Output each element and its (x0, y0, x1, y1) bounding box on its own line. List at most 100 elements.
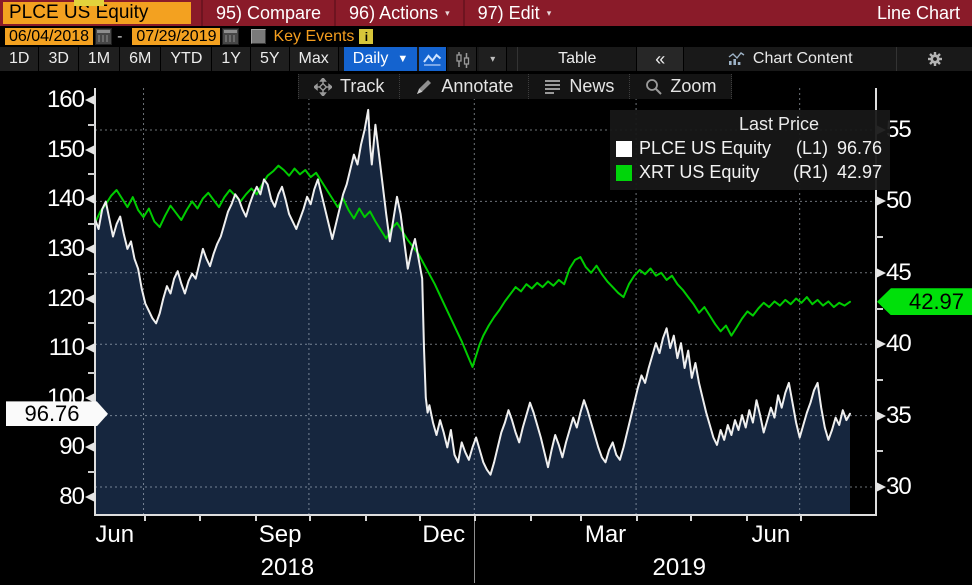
chart-content-label: Chart Content (752, 50, 853, 67)
news-button[interactable]: News (528, 74, 630, 99)
right-axis-tick (876, 482, 886, 492)
period-button-5y[interactable]: 5Y (250, 47, 290, 71)
menu-edit[interactable]: 97) Edit ▾ (462, 0, 565, 26)
series-name: XRT US Equity (639, 162, 760, 182)
x-axis-year-2018: 2018 (260, 554, 315, 581)
settings-button[interactable] (896, 47, 972, 71)
x-axis-year-2019: 2019 (652, 554, 706, 581)
candlestick-chart-type-button[interactable] (449, 47, 478, 71)
x-axis-month-tick (530, 515, 533, 521)
left-axis-minor-tick (88, 223, 95, 226)
menu-actions[interactable]: 96) Actions ▾ (334, 0, 463, 26)
line-chart-type-button[interactable] (419, 47, 448, 71)
frequency-dropdown[interactable]: Daily ▼ (343, 47, 418, 71)
period-buttons: 1D 3D 1M 6M YTD 1Y 5Y Max (0, 47, 339, 71)
chevron-down-icon: ▼ (397, 53, 409, 65)
menu-compare[interactable]: 95) Compare (201, 0, 334, 26)
zoom-icon (645, 78, 663, 95)
right-axis-line (875, 88, 877, 515)
title-bar: PLCE US Equity 95) Compare 96) Actions ▾ 97… (0, 0, 972, 26)
x-axis-month-tick (636, 515, 639, 521)
plce-price-line (95, 108, 851, 476)
annotate-icon (415, 78, 433, 96)
series-swatch (616, 164, 632, 181)
left-axis-label-110: 110 (48, 334, 85, 362)
x-axis-month-tick (418, 515, 421, 521)
period-button-ytd[interactable]: YTD (161, 47, 213, 71)
annotate-button[interactable]: Annotate (399, 74, 529, 99)
button-label: Zoom (670, 76, 717, 96)
left-axis-tick (85, 95, 95, 105)
chart-content-button[interactable]: Chart Content (684, 47, 896, 71)
calendar-icon[interactable] (95, 28, 113, 45)
track-button[interactable]: Track (298, 74, 400, 99)
calendar-icon[interactable] (222, 28, 240, 45)
period-button-6m[interactable]: 6M (120, 47, 162, 71)
series-value: 96.76 (836, 138, 882, 158)
bottom-axis-line (94, 514, 877, 516)
left-axis-minor-tick (88, 272, 95, 275)
end-date-field[interactable]: 07/29/2019 (132, 28, 221, 45)
right-axis-minor-tick (876, 450, 883, 453)
menu-bar: 95) Compare 96) Actions ▾ 97) Edit ▾ (201, 0, 564, 26)
series-name: PLCE US Equity (639, 138, 772, 158)
x-axis-label-sep: Sep (258, 521, 302, 548)
button-label: Annotate (441, 76, 514, 96)
left-axis-minor-tick (88, 173, 95, 176)
start-date-field[interactable]: 06/04/2018 (5, 28, 94, 45)
chevron-down-icon: ▾ (490, 53, 496, 65)
key-events-checkbox[interactable] (251, 29, 267, 44)
left-axis-tick (85, 392, 95, 403)
left-axis-label-130: 130 (46, 234, 85, 262)
right-axis-label-45: 45 (886, 258, 912, 286)
left-axis-label-140: 140 (46, 185, 85, 213)
x-axis-label-mar: Mar (584, 521, 627, 548)
xrt-last-price-tag: 42.97 (877, 288, 972, 316)
period-button-max[interactable]: Max (289, 47, 339, 71)
info-icon[interactable]: i (359, 29, 374, 44)
left-axis-label-90: 90 (59, 433, 85, 461)
left-axis-label-160: 160 (46, 86, 85, 113)
period-button-1m[interactable]: 1M (78, 47, 121, 71)
button-label: News (569, 76, 615, 96)
year-divider-line (474, 515, 476, 583)
period-button-1d[interactable]: 1D (0, 47, 40, 71)
menu-label: 95) Compare (216, 2, 322, 23)
series-axis: (L1) (795, 138, 828, 158)
x-axis-month-tick (474, 515, 477, 521)
left-axis-tick (85, 194, 95, 205)
collapse-panel-button[interactable]: « (636, 47, 685, 71)
right-axis-tick (876, 196, 886, 207)
right-axis-tick (876, 339, 886, 350)
period-button-3d[interactable]: 3D (39, 47, 79, 71)
x-axis-month-tick (254, 515, 257, 521)
left-axis-tick (85, 343, 95, 354)
chevron-down-icon: ▾ (546, 7, 552, 18)
chevron-down-icon: ▾ (445, 7, 450, 18)
chart-tools: Track Annotate News Zoom (298, 74, 733, 99)
legend-row: XRT US Equity (R1) 42.97 (616, 162, 882, 183)
left-axis-tick (85, 442, 95, 453)
right-axis-label-55: 55 (886, 116, 912, 143)
period-button-1y[interactable]: 1Y (212, 47, 251, 71)
flag-artifact (74, 0, 104, 6)
table-button[interactable]: Table (517, 47, 636, 71)
more-chart-types-dropdown[interactable]: ▾ (479, 47, 508, 71)
plce-last-price-tag: 96.76 (6, 401, 108, 427)
ticker-input[interactable]: PLCE US Equity (3, 2, 191, 24)
zoom-button[interactable]: Zoom (629, 74, 733, 99)
left-axis-label-80: 80 (59, 483, 85, 510)
left-axis-tick (85, 243, 95, 254)
right-axis-tick (876, 410, 886, 421)
gear-icon (927, 52, 942, 66)
legend-row: PLCE US Equity (L1) 96.76 (616, 138, 882, 159)
legend: Last Price PLCE US Equity (L1) 96.76 XRT US… (610, 110, 890, 190)
candlestick-icon (456, 51, 469, 68)
right-axis-label-35: 35 (886, 401, 912, 429)
right-axis-minor-tick (876, 307, 883, 310)
right-axis-minor-tick (876, 378, 883, 381)
chart-content-icon (728, 52, 745, 65)
x-axis-month-tick (143, 515, 146, 521)
right-axis-label-50: 50 (886, 187, 912, 215)
